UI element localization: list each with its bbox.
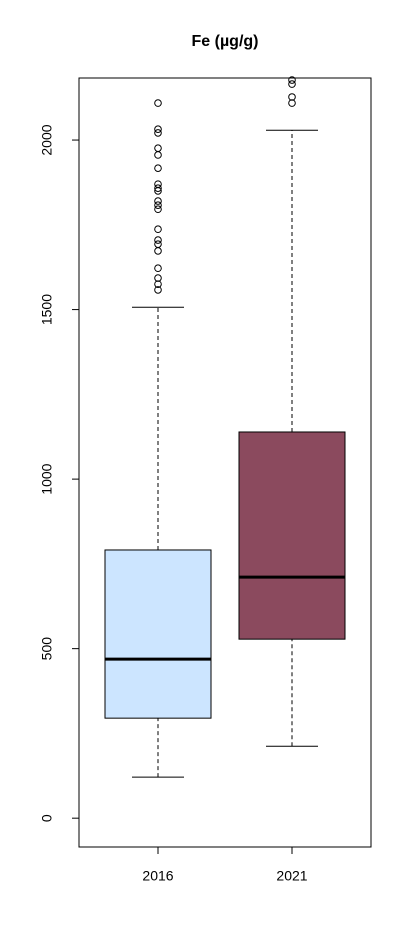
outlier <box>154 247 162 255</box>
plot-frame <box>78 77 372 848</box>
x-tick-label: 2021 <box>276 868 307 884</box>
outlier <box>154 184 162 192</box>
outlier <box>154 187 162 195</box>
outlier <box>154 99 162 107</box>
outlier <box>154 225 162 234</box>
outlier <box>154 151 162 159</box>
y-tick-label: 1500 <box>39 294 55 325</box>
chart-title: Fe (µg/g) <box>192 33 259 50</box>
y-tick-label: 2000 <box>39 124 55 155</box>
outlier <box>154 205 162 214</box>
outlier <box>154 236 162 244</box>
y-tick-label: 500 <box>39 637 55 661</box>
x-tick-label: 2016 <box>142 868 173 884</box>
outlier <box>154 129 162 137</box>
outlier <box>154 125 162 133</box>
outlier <box>288 80 296 88</box>
outlier <box>154 144 162 152</box>
outlier <box>154 197 162 205</box>
box <box>104 549 212 719</box>
outlier <box>154 280 162 288</box>
outlier <box>288 99 296 107</box>
y-tick-label: 1000 <box>39 463 55 494</box>
y-tick-label: 0 <box>39 814 55 822</box>
outlier <box>154 164 162 172</box>
outlier <box>154 264 162 273</box>
box <box>238 431 346 640</box>
outlier <box>154 286 162 294</box>
outlier <box>154 201 162 209</box>
outlier <box>288 76 296 84</box>
outlier <box>154 240 162 248</box>
